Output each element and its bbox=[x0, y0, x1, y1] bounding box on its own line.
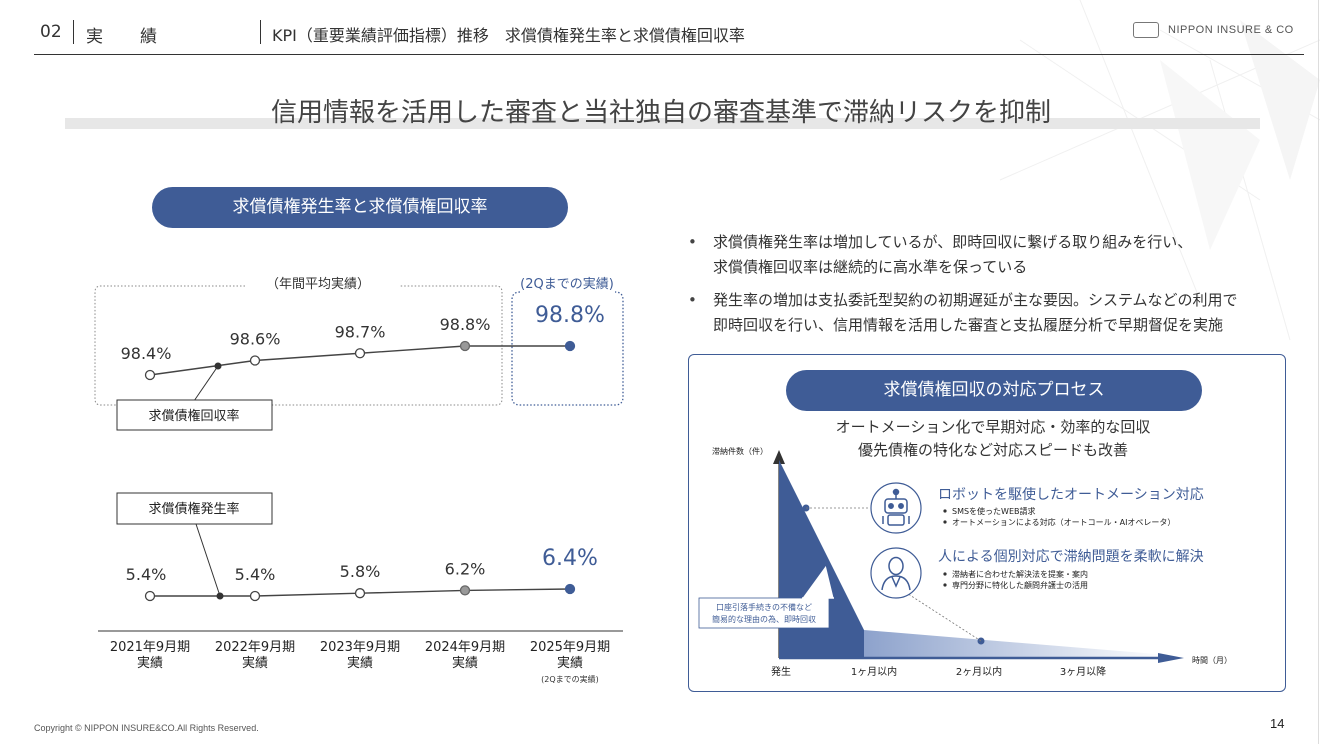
process-panel bbox=[688, 354, 1286, 692]
data-label: 98.7% bbox=[335, 322, 386, 341]
data-label: 5.8% bbox=[340, 562, 381, 581]
x-axis-arrow-icon bbox=[1158, 653, 1184, 663]
data-point bbox=[354, 588, 366, 599]
annual-group-box bbox=[94, 285, 503, 406]
kpi-line-chart: （年間平均実績） (2Qまでの実績) 98.4%98.6% 98.7% 98.8% 9… bbox=[94, 276, 624, 684]
callout-line: 簡易的な理由の為、即時回収 bbox=[712, 614, 816, 624]
tail-area bbox=[864, 630, 1168, 658]
data-label: 98.6% bbox=[230, 330, 281, 349]
data-label: 5.4% bbox=[126, 565, 167, 584]
category-label: 実績 bbox=[557, 655, 583, 671]
callout-line: 口座引落手続きの不備など bbox=[716, 602, 812, 612]
person-connector-dot bbox=[977, 637, 985, 645]
partial-group-box bbox=[511, 291, 624, 406]
person-icon-circle bbox=[870, 547, 922, 599]
data-point bbox=[564, 340, 576, 352]
person-icon bbox=[881, 556, 911, 591]
process-y-label: 滞納件数（件） bbox=[712, 446, 768, 456]
process-subtitle: 優先債権の特化など対応スピードも改善 bbox=[857, 441, 1128, 459]
section-title: 実 績 bbox=[86, 27, 167, 47]
data-point bbox=[564, 583, 576, 595]
robot-icon bbox=[882, 488, 910, 526]
bullet-item: 発生率の増加は支払委託型契約の初期遅延が主な要因。システムなどの利用で 即時回収… bbox=[688, 288, 1308, 338]
category-label: 実績 bbox=[242, 655, 268, 671]
data-label: 98.8% bbox=[535, 303, 605, 328]
process-subtitle: オートメーション化で早期対応・効率的な回収 bbox=[835, 418, 1151, 436]
person-item-title: 人による個別対応で滞納問題を柔軟に解決 bbox=[938, 549, 1204, 565]
bullet-line: 求償債権発生率は増加しているが、即時回収に繋げる取り組みを行い、 bbox=[713, 233, 1193, 251]
section-number: 02 bbox=[40, 22, 62, 42]
bullet-line: 即時回収を行い、信用情報を活用した審査と支払履歴分析で早期督促を実施 bbox=[713, 316, 1224, 334]
data-point bbox=[459, 340, 471, 352]
chart-title-pill: 求償債権発生率と求償債権回収率 bbox=[152, 187, 568, 228]
data-point bbox=[249, 355, 261, 366]
process-title-pill: 求償債権回収の対応プロセス bbox=[786, 370, 1202, 411]
category-label: 2022年9月期 bbox=[215, 640, 295, 655]
robot-item-point: オートメーションによる対応（オートコール・AIオペレータ） bbox=[952, 517, 1175, 527]
bullet-line: 発生率の増加は支払委託型契約の初期遅延が主な要因。システムなどの利用で bbox=[713, 291, 1238, 309]
data-point bbox=[249, 590, 261, 602]
data-label: 5.4% bbox=[235, 565, 276, 584]
category-label: 2024年9月期 bbox=[425, 640, 505, 655]
category-label: 実績 bbox=[347, 655, 373, 671]
process-diagram: 滞納件数（件） 時間（月） 発生 1ヶ月以内 2ヶ月以内 3ヶ月以降 口座引落手… bbox=[698, 446, 1232, 678]
y-axis-arrow-icon bbox=[773, 450, 785, 464]
section-divider bbox=[73, 20, 74, 44]
bullet-item: 求償債権発生率は増加しているが、即時回収に繋げる取り組みを行い、 求償債権回収率… bbox=[688, 230, 1308, 280]
person-connector-line bbox=[901, 589, 982, 642]
x-tick-label: 1ヶ月以内 bbox=[851, 665, 897, 678]
data-point bbox=[144, 590, 156, 602]
person-item-point: 滞納者に合わせた解決法を提案・案内 bbox=[952, 569, 1088, 579]
data-label: 6.4% bbox=[542, 546, 598, 571]
partial-group-label: (2Qまでの実績) bbox=[520, 276, 614, 292]
x-tick-label: 2ヶ月以内 bbox=[956, 665, 1002, 678]
header-rule bbox=[34, 54, 1304, 55]
subtitle-divider bbox=[260, 20, 261, 44]
occurrence-legend-label: 求償債権発生率 bbox=[148, 501, 239, 517]
occurrence-rate-series: 5.4% 5.4% 5.8% 6.2% 6.4% bbox=[126, 546, 598, 602]
x-tick-label: 3ヶ月以降 bbox=[1060, 665, 1106, 678]
category-label: 実績 bbox=[137, 655, 163, 671]
slide-edge bbox=[1318, 0, 1319, 744]
collection-rate-series: 98.4% 98.6% 98.7% 98.8% 98.8% bbox=[121, 303, 605, 381]
occurrence-legend-leader bbox=[195, 523, 221, 597]
company-name: NIPPON INSURE & CO bbox=[1168, 24, 1294, 36]
collection-legend-box bbox=[116, 399, 273, 431]
collection-legend-label: 求償債権回収率 bbox=[148, 408, 239, 424]
annual-group-label: （年間平均実績） bbox=[266, 276, 370, 292]
page-subtitle: KPI（重要業績評価指標）推移 求償債権発生率と求償債権回収率 bbox=[272, 26, 745, 45]
page-number: 14 bbox=[1270, 716, 1285, 731]
company-logo-icon bbox=[1133, 22, 1159, 38]
x-tick-label: 発生 bbox=[771, 665, 791, 678]
category-labels: 2021年9月期実績2022年9月期実績2023年9月期実績2024年9月期実績… bbox=[110, 640, 610, 671]
robot-item-point: SMSを使ったWEB請求 bbox=[952, 506, 1036, 516]
data-point bbox=[354, 348, 366, 359]
robot-item-title: ロボットを駆使したオートメーション対応 bbox=[938, 486, 1204, 503]
data-point bbox=[459, 585, 471, 596]
bullet-line: 求償債権回収率は継続的に高水準を保っている bbox=[713, 258, 1028, 276]
collection-legend-leader bbox=[193, 365, 219, 402]
main-title: 信用情報を活用した審査と当社独自の審査基準で滞納リスクを抑制 bbox=[270, 98, 1051, 128]
category-label: 実績 bbox=[452, 655, 478, 671]
copyright-text: Copyright © NIPPON INSURE&CO.All Rights … bbox=[34, 723, 259, 733]
data-label: 6.2% bbox=[445, 559, 486, 578]
category-note: (2Qまでの実績) bbox=[541, 674, 599, 684]
callout-box bbox=[698, 597, 830, 629]
category-label: 2023年9月期 bbox=[320, 640, 400, 655]
data-point bbox=[144, 369, 156, 381]
process-x-label: 時間（月） bbox=[1192, 656, 1232, 665]
data-label: 98.4% bbox=[121, 344, 172, 363]
person-item-point: 専門分野に特化した顧問弁護士の活用 bbox=[952, 580, 1088, 590]
occurrence-legend-box bbox=[116, 492, 273, 525]
category-label: 2025年9月期 bbox=[530, 640, 610, 655]
category-label: 2021年9月期 bbox=[110, 640, 190, 655]
summary-bullets: 求償債権発生率は増加しているが、即時回収に繋げる取り組みを行い、 求償債権回収率… bbox=[688, 230, 1308, 346]
data-label: 98.8% bbox=[440, 315, 491, 334]
